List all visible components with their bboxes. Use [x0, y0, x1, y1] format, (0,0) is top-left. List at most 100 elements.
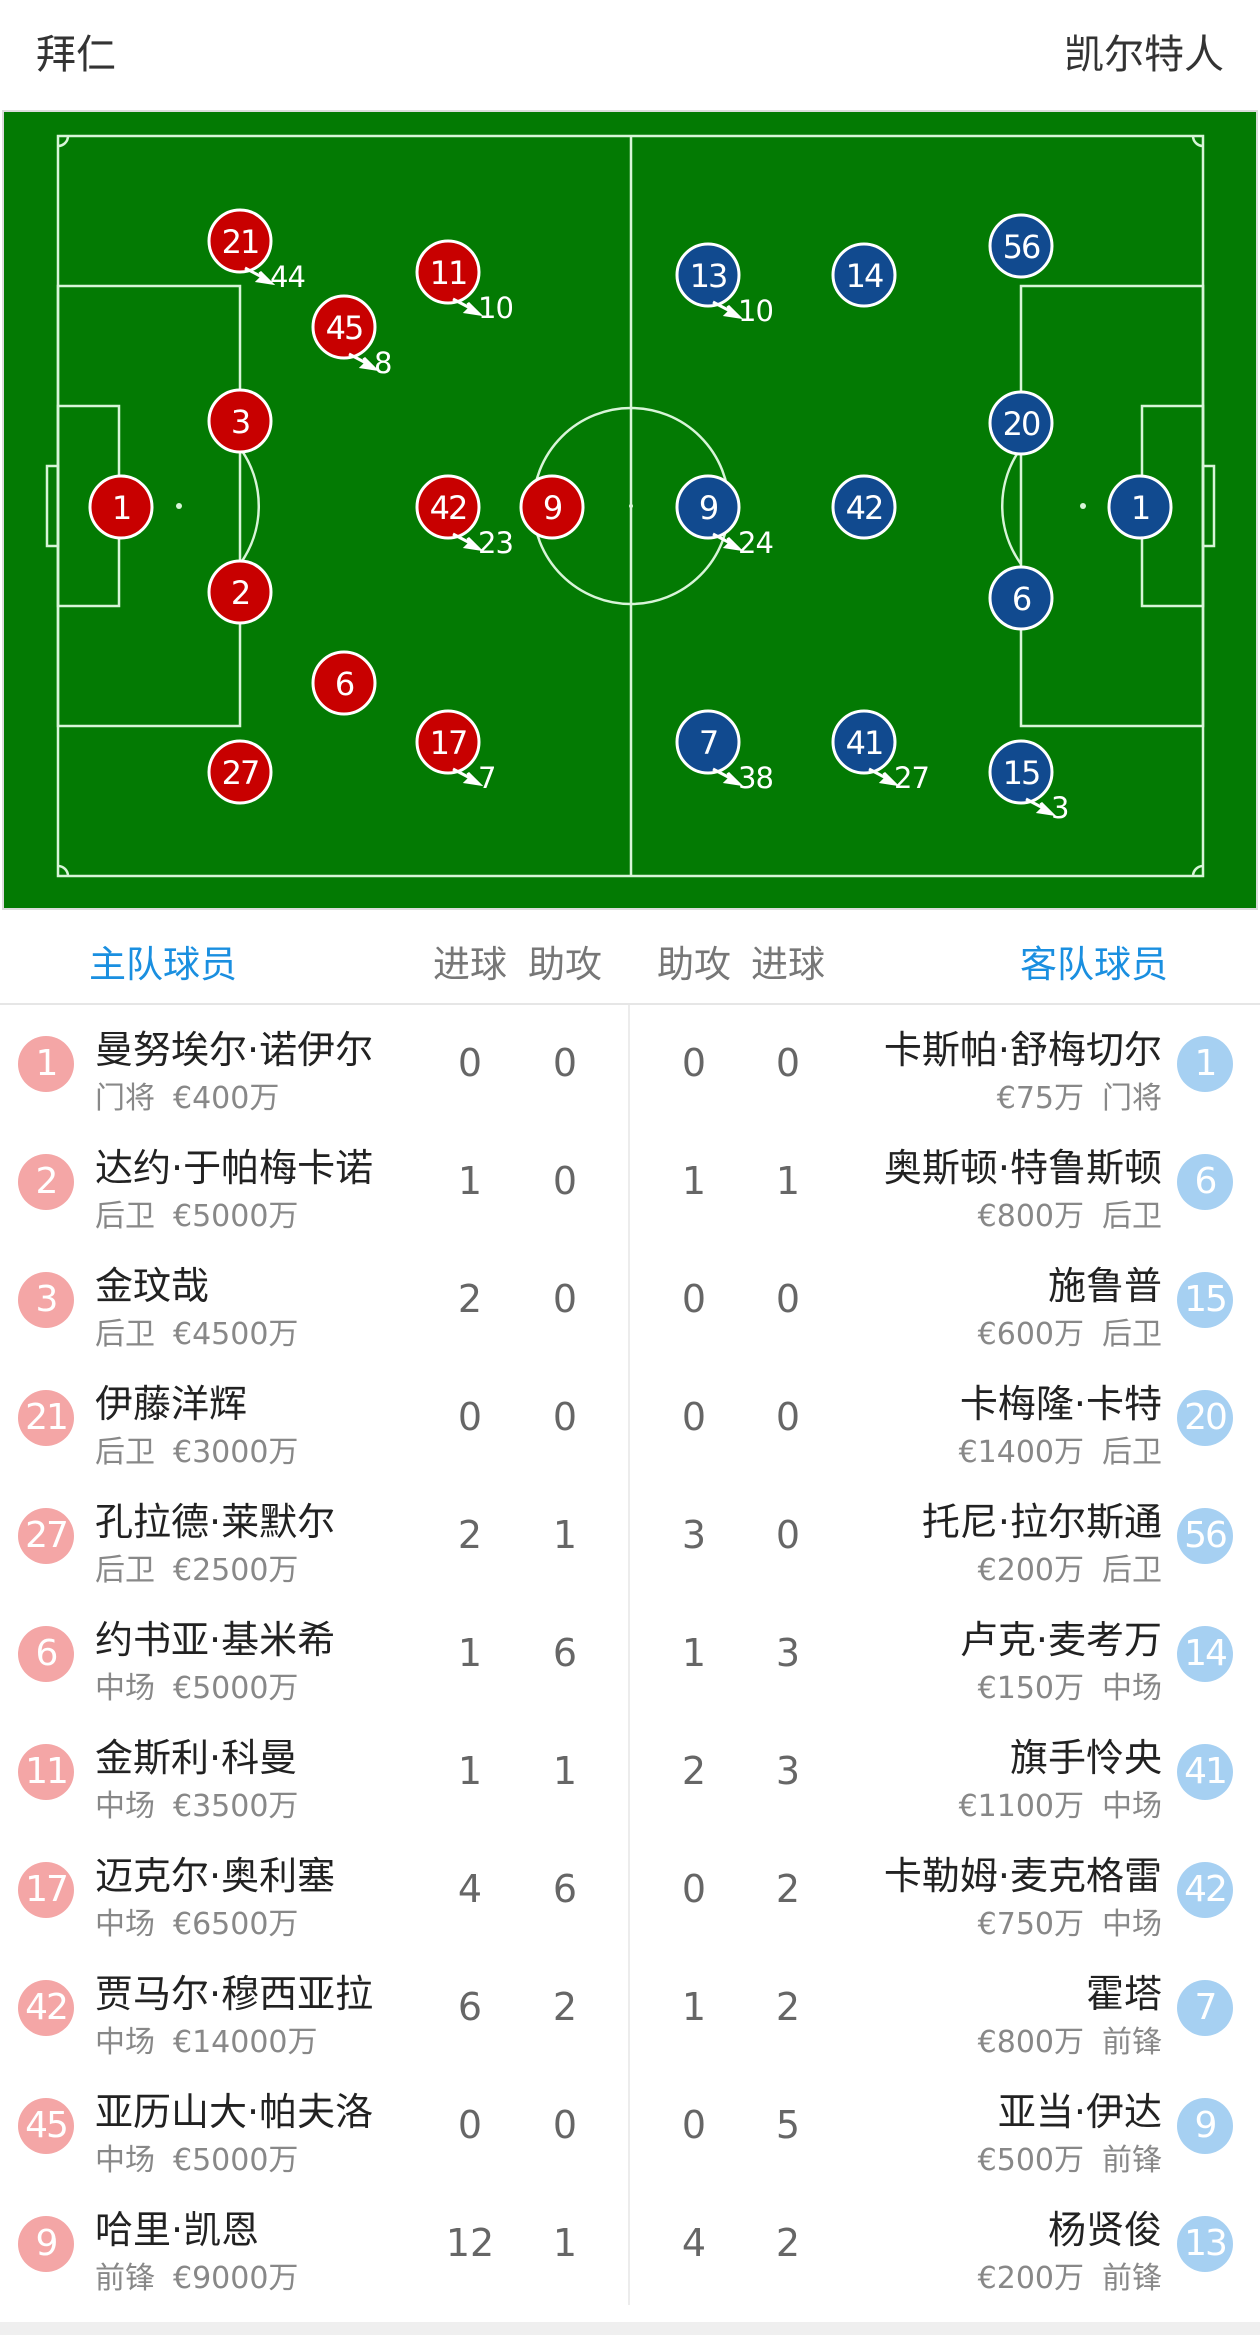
away-player-name[interactable]: 卢克·麦考万 — [959, 1618, 1162, 1662]
player-number: 6 — [1012, 580, 1031, 618]
player-position: 前锋 — [1102, 2025, 1162, 2060]
away-player-marker[interactable]: 15 3 — [988, 739, 1069, 825]
away-player-name[interactable]: 霍塔 — [1085, 1972, 1162, 2016]
home-player-marker[interactable]: 27 — [207, 739, 273, 805]
home-player-name[interactable]: 金斯利·科曼 — [95, 1736, 298, 1780]
away-player-goals: 2 — [775, 1985, 801, 2029]
home-player-name[interactable]: 伊藤洋辉 — [95, 1382, 248, 1426]
column-divider — [628, 1005, 630, 2305]
player-circle — [207, 559, 273, 625]
home-player-marker[interactable]: 9 — [519, 474, 585, 540]
roster-list: 1 曼努埃尔·诺伊尔 门将 €400万 0 0 0 0 卡斯帕·舒梅切尔 €75万… — [0, 1005, 1260, 2305]
home-player-assists: 2 — [552, 1985, 578, 2029]
away-player-marker[interactable]: 9 24 — [675, 474, 774, 560]
home-player-goals: 6 — [457, 1985, 483, 2029]
away-player-marker[interactable]: 6 — [988, 565, 1054, 631]
player-circle — [675, 474, 741, 540]
player-position: 后卫 — [1102, 1199, 1162, 1234]
player-position: 中场 — [95, 2143, 155, 2178]
corner-arc — [1191, 135, 1204, 148]
away-player-assists: 4 — [681, 2221, 707, 2265]
player-value: €800万 — [977, 1199, 1084, 1234]
player-position: 门将 — [1102, 1081, 1162, 1116]
away-player-info: €500万 前锋 — [978, 2135, 1162, 2179]
away-player-marker[interactable]: 42 — [831, 474, 897, 540]
away-player-name[interactable]: 托尼·拉尔斯通 — [921, 1500, 1162, 1544]
home-player-name[interactable]: 迈克尔·奥利塞 — [95, 1854, 336, 1898]
player-circle — [415, 239, 481, 305]
away-player-name[interactable]: 旗手怜央 — [1009, 1736, 1162, 1780]
player-value: €200万 — [977, 1553, 1084, 1588]
away-player-info: €200万 前锋 — [978, 2253, 1162, 2297]
away-player-name[interactable]: 卡梅隆·卡特 — [959, 1382, 1162, 1426]
away-player-assists: 1 — [681, 1631, 707, 1675]
away-player-marker[interactable]: 1 — [1107, 474, 1173, 540]
player-value: €6500万 — [173, 1907, 299, 1942]
away-player-info: €75万 门将 — [997, 1073, 1162, 1117]
home-player-name[interactable]: 金玟哉 — [95, 1264, 210, 1308]
away-player-name[interactable]: 奥斯顿·特鲁斯顿 — [883, 1146, 1162, 1190]
away-player-marker[interactable]: 14 — [831, 242, 897, 308]
substitution-arrow-icon — [868, 767, 900, 787]
player-value: €5000万 — [173, 1199, 299, 1234]
away-player-number-badge: 42 — [1177, 1862, 1233, 1918]
player-value: €1100万 — [958, 1789, 1084, 1824]
home-player-marker[interactable]: 45 8 — [311, 294, 392, 380]
player-circle — [88, 474, 154, 540]
substitute-number: 24 — [738, 526, 773, 560]
away-player-marker[interactable]: 56 — [988, 213, 1054, 279]
away-player-name[interactable]: 施鲁普 — [1047, 1264, 1162, 1308]
corner-arc — [57, 135, 70, 148]
player-value: €3500万 — [173, 1789, 299, 1824]
home-player-marker[interactable]: 17 7 — [415, 709, 496, 795]
away-player-marker[interactable]: 13 10 — [675, 242, 774, 328]
home-player-name[interactable]: 亚历山大·帕夫洛 — [95, 2090, 374, 2134]
home-player-name[interactable]: 哈里·凯恩 — [95, 2208, 260, 2252]
home-player-name[interactable]: 约书亚·基米希 — [95, 1618, 336, 1662]
home-player-goals: 0 — [457, 2103, 483, 2147]
away-player-name[interactable]: 杨贤俊 — [1047, 2208, 1162, 2252]
away-player-marker[interactable]: 20 — [988, 390, 1054, 456]
corner-arc — [57, 864, 70, 877]
player-value: €600万 — [977, 1317, 1084, 1352]
player-value: €9000万 — [173, 2261, 299, 2296]
home-player-name[interactable]: 达约·于帕梅卡诺 — [95, 1146, 374, 1190]
home-player-marker[interactable]: 21 44 — [207, 208, 306, 294]
home-player-name[interactable]: 曼努埃尔·诺伊尔 — [95, 1028, 374, 1072]
away-player-name[interactable]: 亚当·伊达 — [997, 2090, 1162, 2134]
corner-arc — [1191, 864, 1204, 877]
home-player-name[interactable]: 贾马尔·穆西亚拉 — [95, 1972, 374, 2016]
roster-row: 3 金玟哉 后卫 €4500万 2 0 0 0 施鲁普 €600万 后卫 15 — [0, 1241, 1260, 1359]
home-player-marker[interactable]: 1 — [88, 474, 154, 540]
home-player-marker[interactable]: 2 — [207, 559, 273, 625]
home-player-number-badge: 3 — [18, 1272, 74, 1328]
player-position: 前锋 — [1102, 2143, 1162, 2178]
away-player-name[interactable]: 卡勒姆·麦克格雷 — [883, 1854, 1162, 1898]
away-player-marker[interactable]: 7 38 — [675, 709, 774, 795]
home-player-marker[interactable]: 3 — [207, 388, 273, 454]
away-player-name[interactable]: 卡斯帕·舒梅切尔 — [883, 1028, 1162, 1072]
home-player-marker[interactable]: 6 — [311, 650, 377, 716]
away-player-marker[interactable]: 41 27 — [831, 709, 930, 795]
player-circle — [988, 565, 1054, 631]
home-player-assists: 1 — [552, 1749, 578, 1793]
player-number: 1 — [112, 489, 130, 527]
player-number: 14 — [846, 257, 883, 295]
home-player-marker[interactable]: 11 10 — [415, 239, 514, 325]
home-player-number-badge: 1 — [18, 1036, 74, 1092]
player-value: €2500万 — [173, 1553, 299, 1588]
substitution-arrow-icon — [712, 532, 744, 552]
away-player-goals: 1 — [775, 1159, 801, 1203]
home-player-number-badge: 9 — [18, 2216, 74, 2272]
pitch-spots — [176, 503, 1086, 509]
player-number: 21 — [222, 223, 259, 261]
player-number: 7 — [699, 724, 717, 762]
player-value: €14000万 — [173, 2025, 318, 2060]
home-player-goals: 0 — [457, 1395, 483, 1439]
home-player-name[interactable]: 孔拉德·莱默尔 — [95, 1500, 336, 1544]
home-player-marker[interactable]: 42 23 — [415, 474, 514, 560]
player-number: 42 — [430, 489, 467, 527]
home-player-goals: 1 — [457, 1631, 483, 1675]
player-circle — [988, 390, 1054, 456]
home-player-info: 中场 €5000万 — [95, 2135, 298, 2179]
